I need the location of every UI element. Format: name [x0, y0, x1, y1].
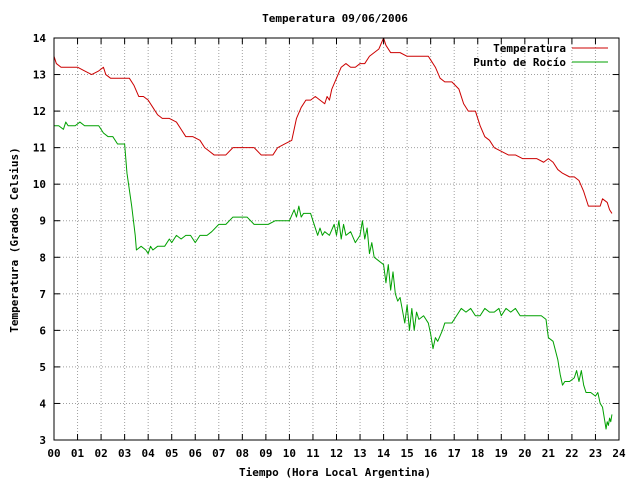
series-line-temperatura — [53, 37, 613, 214]
x-tick-label: 17 — [448, 447, 461, 460]
x-tick-label: 18 — [471, 447, 484, 460]
legend-label-temperatura: Temperatura — [493, 42, 566, 55]
x-tick-label: 14 — [377, 447, 391, 460]
y-tick-label: 9 — [39, 215, 46, 228]
x-tick-label: 02 — [94, 447, 107, 460]
x-tick-label: 09 — [259, 447, 272, 460]
x-tick-label: 00 — [47, 447, 60, 460]
legend-label-punto-de-rocio: Punto de Rocío — [473, 56, 566, 69]
y-tick-label: 5 — [39, 361, 46, 374]
x-tick-label: 13 — [353, 447, 366, 460]
x-tick-label: 05 — [165, 447, 178, 460]
y-tick-label: 11 — [33, 142, 47, 155]
x-axis-title: Tiempo (Hora Local Argentina) — [239, 466, 431, 479]
legend: Temperatura Punto de Rocío — [473, 42, 608, 69]
y-tick-label: 12 — [33, 105, 46, 118]
y-tick-label: 7 — [39, 288, 46, 301]
x-tick-label: 16 — [424, 447, 438, 460]
series-lines — [53, 37, 613, 430]
x-tick-label: 06 — [189, 447, 203, 460]
x-tick-label: 12 — [330, 447, 343, 460]
x-tick-label: 20 — [518, 447, 531, 460]
x-tick-label: 24 — [612, 447, 626, 460]
x-tick-label: 10 — [283, 447, 296, 460]
x-tick-label: 03 — [118, 447, 131, 460]
y-tick-label: 13 — [33, 69, 46, 82]
y-tick-label: 8 — [39, 251, 46, 264]
x-tick-label: 22 — [565, 447, 578, 460]
y-tick-label: 6 — [39, 324, 46, 337]
y-tick-label: 10 — [33, 178, 46, 191]
y-tick-label: 3 — [39, 434, 46, 447]
x-tick-label: 07 — [212, 447, 225, 460]
y-axis-title: Temperatura (Grados Celsius) — [8, 147, 21, 332]
series-line-punto-de-rocio — [54, 121, 613, 430]
ticks — [53, 37, 620, 441]
tick-labels: 00 01 02 03 04 05 06 07 08 09 10 11 12 13 14 15 16 17 18 19… — [33, 32, 626, 460]
x-tick-label: 04 — [142, 447, 156, 460]
chart-title: Temperatura 09/06/2006 — [262, 12, 408, 25]
y-tick-label: 4 — [39, 397, 46, 410]
x-tick-label: 19 — [495, 447, 508, 460]
x-tick-label: 01 — [71, 447, 85, 460]
x-tick-label: 23 — [589, 447, 602, 460]
grid — [54, 38, 619, 440]
y-tick-label: 14 — [33, 32, 47, 45]
x-tick-label: 15 — [401, 447, 414, 460]
x-tick-label: 21 — [542, 447, 556, 460]
x-tick-label: 11 — [306, 447, 320, 460]
x-tick-label: 08 — [236, 447, 249, 460]
